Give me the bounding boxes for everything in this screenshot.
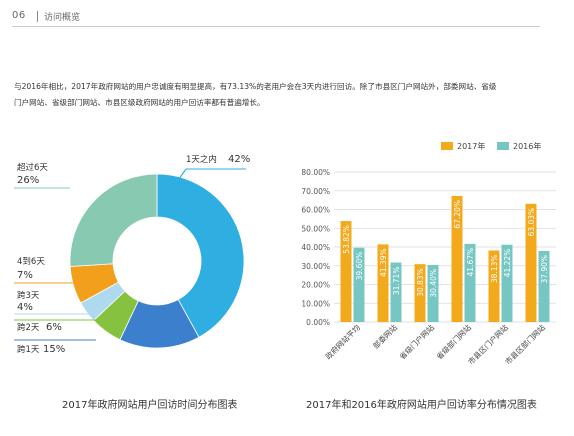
bar-value-label: 38.13% — [490, 255, 499, 284]
bar-value-label: 39.60% — [355, 252, 364, 281]
legend-swatch — [497, 142, 509, 150]
donut-caption: 2017年政府网站用户回访时间分布图表 — [62, 400, 238, 411]
y-tick-label: 10.00% — [301, 299, 330, 308]
x-category-label: 省级部门网站 — [434, 322, 473, 361]
bar — [414, 264, 426, 322]
x-category-label: 政府网站平均 — [323, 322, 362, 361]
section-title: 访问概览 — [44, 13, 81, 23]
donut-value-label: 4% — [17, 302, 33, 313]
bar-chart: 0.00% 10.00% 20.00% 30.00% 40.00% 50.00% 60.00… — [301, 141, 556, 367]
donut-label: 跨1天 — [17, 345, 40, 355]
donut-value-label: 42% — [228, 154, 250, 165]
y-tick-label: 70.00% — [301, 187, 330, 196]
bar — [525, 203, 537, 322]
bar — [390, 262, 402, 322]
bar — [353, 247, 365, 322]
bar — [464, 243, 476, 322]
donut-value-label: 7% — [17, 270, 33, 281]
donut-label: 跨3天 — [17, 291, 40, 301]
donut-slice — [156, 173, 245, 338]
bar-value-label: 53.82% — [342, 225, 351, 254]
bar-value-label: 41.39% — [379, 248, 388, 277]
x-category-label: 部委网站 — [371, 322, 400, 351]
bar-caption: 2017年和2016年政府网站用户回访率分布情况图表 — [306, 400, 537, 411]
intro-line-2: 门户网站、省级部门网站、市县区级政府网站的用户回访率都有普遍增长。 — [14, 98, 265, 107]
y-tick-label: 30.00% — [301, 262, 330, 271]
y-tick-label: 60.00% — [301, 206, 330, 215]
bar — [451, 196, 463, 322]
header-divider — [37, 11, 38, 22]
bar — [427, 265, 439, 322]
x-category-label: 省级门户网站 — [397, 322, 436, 361]
legend-swatch — [441, 142, 453, 150]
y-tick-label: 20.00% — [301, 281, 330, 290]
donut-value-label: 26% — [17, 175, 39, 186]
intro-line-1: 与2016年相比，2017年政府网站的用户忠诚度有明显提高，有73.13%的老用… — [14, 82, 497, 91]
page-number: 06 — [12, 10, 26, 21]
bar-value-label: 63.03% — [527, 208, 536, 237]
y-tick-label: 40.00% — [301, 243, 330, 252]
bar-value-label: 30.83% — [416, 268, 425, 297]
donut-label: 跨2天 — [17, 323, 40, 333]
bar — [538, 250, 550, 322]
donut-label: 超过6天 — [17, 162, 48, 173]
donut-slice — [69, 173, 158, 267]
bar — [488, 250, 500, 322]
bar-value-label: 41.67% — [466, 248, 475, 277]
legend-label: 2017年 — [457, 141, 485, 151]
bar — [340, 221, 352, 322]
y-tick-label: 0.00% — [306, 318, 330, 327]
legend-label: 2016年 — [513, 141, 541, 151]
bar-value-label: 30.40% — [429, 269, 438, 298]
bar — [377, 244, 389, 322]
y-tick-label: 80.00% — [301, 168, 330, 177]
bar-value-label: 37.90% — [540, 255, 549, 284]
donut-value-label: 15% — [43, 344, 65, 355]
intro-paragraph: 与2016年相比，2017年政府网站的用户忠诚度有明显提高，有73.13%的老用… — [14, 79, 554, 111]
header-rule — [12, 26, 540, 27]
donut-hole — [118, 222, 196, 300]
donut-value-label: 6% — [46, 322, 62, 333]
donut-leader-line — [173, 168, 187, 187]
donut-label: 4到6天 — [17, 257, 45, 267]
y-tick-label: 50.00% — [301, 224, 330, 233]
bar — [501, 244, 513, 322]
bar-value-label: 41.22% — [503, 249, 512, 278]
x-category-label: 市县区部门网站 — [503, 322, 548, 367]
bar-value-label: 31.71% — [392, 267, 401, 296]
donut-label: 1天之内 — [186, 154, 217, 165]
bar-value-label: 67.20% — [453, 200, 462, 229]
